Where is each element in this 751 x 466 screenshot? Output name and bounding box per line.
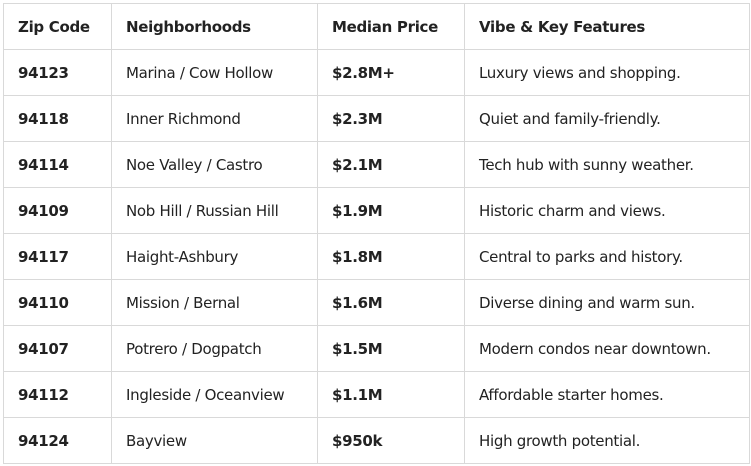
zip-code-cell: 94110 bbox=[3, 279, 112, 326]
median-price-cell: $2.3M bbox=[317, 95, 465, 142]
vibe-cell: Luxury views and shopping. bbox=[464, 49, 750, 96]
table-row: 94112 Ingleside / Oceanview $1.1M Affordabl… bbox=[3, 371, 750, 418]
neighborhood-cell: Bayview bbox=[111, 417, 318, 464]
zip-code-cell: 94114 bbox=[3, 141, 112, 188]
zip-code-cell: 94107 bbox=[3, 325, 112, 372]
table-header-row: Zip Code Neighborhoods Median Price Vibe… bbox=[3, 3, 750, 50]
median-price-cell: $2.8M+ bbox=[317, 49, 465, 96]
zip-code-cell: 94123 bbox=[3, 49, 112, 96]
header-zip-code: Zip Code bbox=[3, 3, 112, 50]
table-row: 94114 Noe Valley / Castro $2.1M Tech hub wi… bbox=[3, 141, 750, 188]
zip-code-cell: 94117 bbox=[3, 233, 112, 280]
neighborhood-cell: Haight-Ashbury bbox=[111, 233, 318, 280]
table-row: 94118 Inner Richmond $2.3M Quiet and family… bbox=[3, 95, 750, 142]
neighborhood-cell: Marina / Cow Hollow bbox=[111, 49, 318, 96]
median-price-cell: $1.6M bbox=[317, 279, 465, 326]
median-price-cell: $1.5M bbox=[317, 325, 465, 372]
vibe-cell: Tech hub with sunny weather. bbox=[464, 141, 750, 188]
neighborhood-price-table: Zip Code Neighborhoods Median Price Vibe… bbox=[3, 3, 750, 464]
table-row: 94124 Bayview $950k High growth potential. bbox=[3, 417, 750, 464]
neighborhood-cell: Ingleside / Oceanview bbox=[111, 371, 318, 418]
header-median-price: Median Price bbox=[317, 3, 465, 50]
vibe-cell: Diverse dining and warm sun. bbox=[464, 279, 750, 326]
vibe-cell: Quiet and family-friendly. bbox=[464, 95, 750, 142]
neighborhood-cell: Nob Hill / Russian Hill bbox=[111, 187, 318, 234]
table-row: 94110 Mission / Bernal $1.6M Diverse dining… bbox=[3, 279, 750, 326]
vibe-cell: High growth potential. bbox=[464, 417, 750, 464]
vibe-cell: Historic charm and views. bbox=[464, 187, 750, 234]
vibe-cell: Modern condos near downtown. bbox=[464, 325, 750, 372]
neighborhood-cell: Noe Valley / Castro bbox=[111, 141, 318, 188]
table-row: 94117 Haight-Ashbury $1.8M Central to parks… bbox=[3, 233, 750, 280]
median-price-cell: $950k bbox=[317, 417, 465, 464]
median-price-cell: $1.9M bbox=[317, 187, 465, 234]
table-row: 94123 Marina / Cow Hollow $2.8M+ Luxury vie… bbox=[3, 49, 750, 96]
neighborhood-cell: Potrero / Dogpatch bbox=[111, 325, 318, 372]
vibe-cell: Central to parks and history. bbox=[464, 233, 750, 280]
vibe-cell: Affordable starter homes. bbox=[464, 371, 750, 418]
header-neighborhoods: Neighborhoods bbox=[111, 3, 318, 50]
median-price-cell: $2.1M bbox=[317, 141, 465, 188]
neighborhood-cell: Inner Richmond bbox=[111, 95, 318, 142]
table-row: 94107 Potrero / Dogpatch $1.5M Modern condo… bbox=[3, 325, 750, 372]
zip-code-cell: 94109 bbox=[3, 187, 112, 234]
zip-code-cell: 94118 bbox=[3, 95, 112, 142]
table-row: 94109 Nob Hill / Russian Hill $1.9M Histori… bbox=[3, 187, 750, 234]
zip-code-cell: 94124 bbox=[3, 417, 112, 464]
median-price-cell: $1.1M bbox=[317, 371, 465, 418]
neighborhood-cell: Mission / Bernal bbox=[111, 279, 318, 326]
zip-code-cell: 94112 bbox=[3, 371, 112, 418]
median-price-cell: $1.8M bbox=[317, 233, 465, 280]
header-vibe-features: Vibe & Key Features bbox=[464, 3, 750, 50]
